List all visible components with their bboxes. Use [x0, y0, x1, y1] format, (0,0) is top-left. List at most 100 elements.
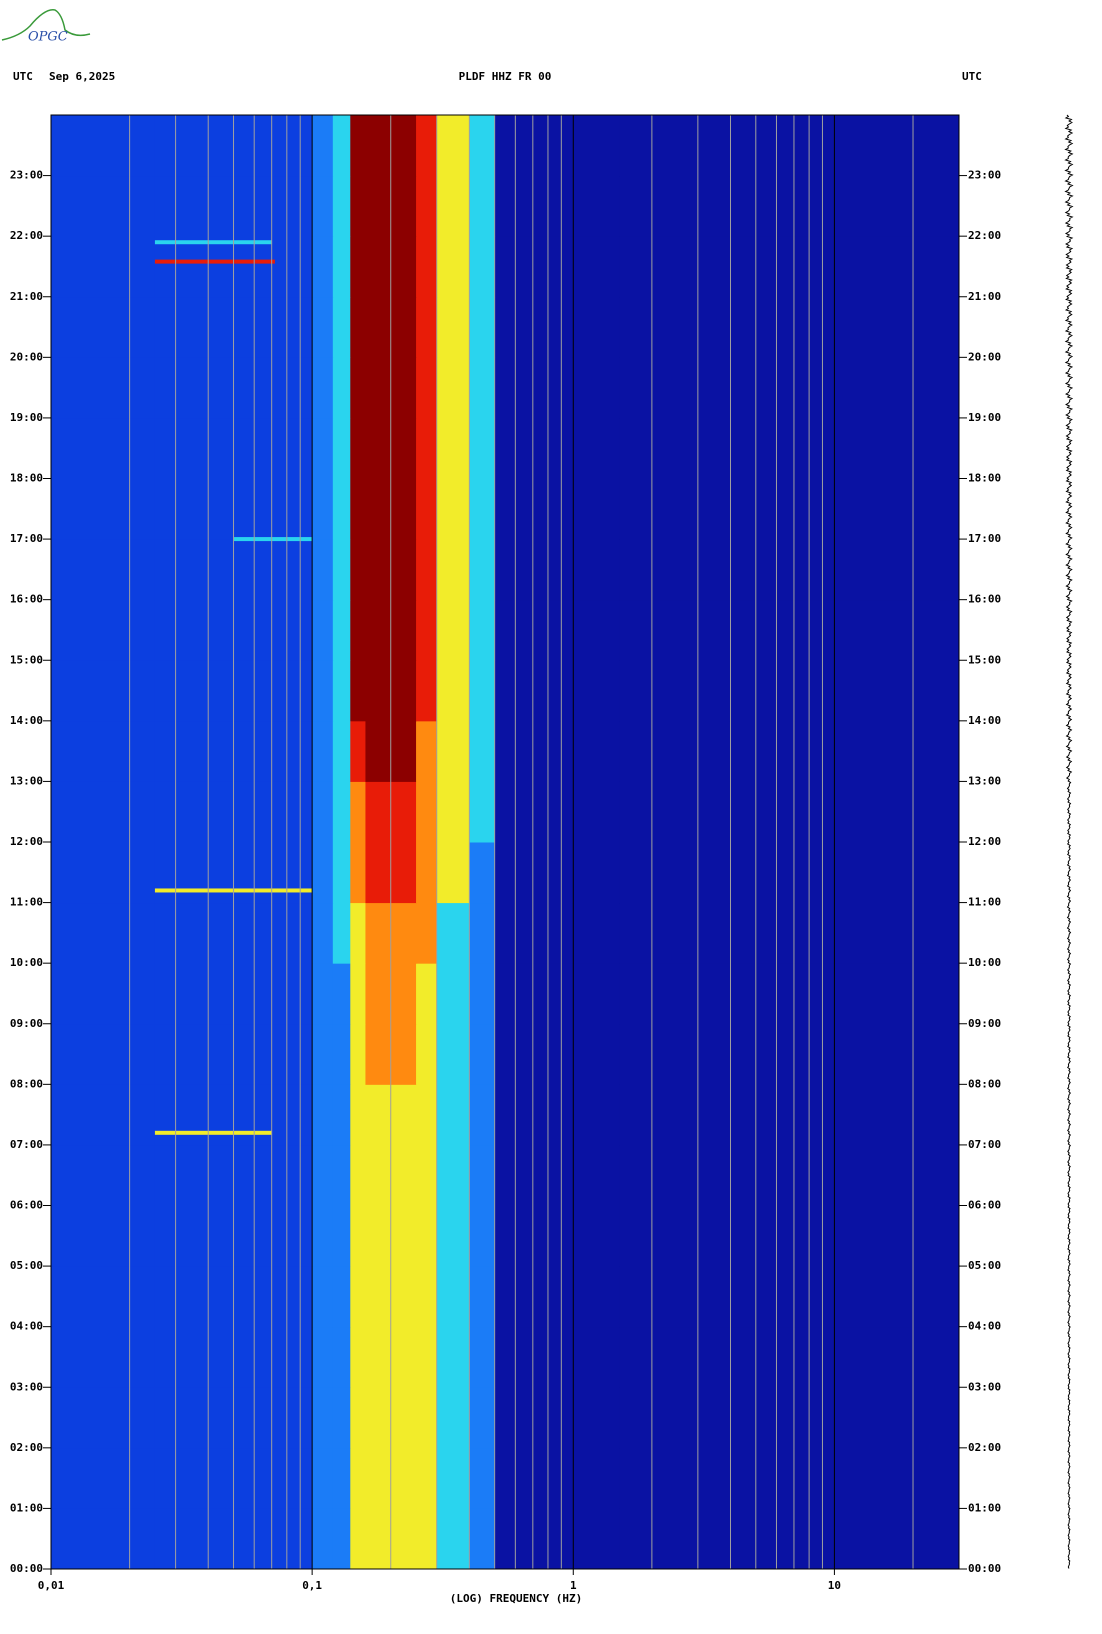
spectrogram-cell [469, 296, 496, 358]
spectrogram-cell [350, 599, 366, 661]
spectrogram-cell [312, 963, 334, 1025]
spectrogram-cell [619, 963, 960, 1025]
spectrogram-cell [469, 478, 496, 540]
spectrogram-cell [416, 296, 438, 358]
spectrogram-cell [271, 115, 313, 177]
spectrogram-cell [619, 478, 960, 540]
spectrogram-cell [271, 1023, 313, 1085]
spectrogram-cell [154, 1326, 273, 1388]
spectrogram-cell [271, 478, 313, 540]
spectrogram-cell [416, 357, 438, 419]
x-tick-label: 0,01 [38, 1579, 65, 1592]
y-tick-label: 17:00 [10, 532, 43, 545]
y-tick-label: 02:00 [10, 1441, 43, 1454]
spectrogram-cell [154, 781, 273, 843]
spectrogram-cell [494, 115, 620, 177]
spectrogram-cell [436, 539, 470, 601]
spectrogram-cell [416, 1084, 438, 1146]
spectrogram-cell [469, 417, 496, 479]
spectrogram-cell [332, 1144, 351, 1206]
spectrogram-cell [469, 1447, 496, 1509]
spectrogram-cell [271, 842, 313, 904]
spectrogram-cell [154, 1447, 273, 1509]
spectrogram-cell [494, 539, 620, 601]
spectrogram-cell [51, 417, 156, 479]
spectrogram-cell [416, 417, 438, 479]
x-axis-label: (LOG) FREQUENCY (HZ) [450, 1592, 582, 1605]
spectrogram-cell [312, 842, 334, 904]
y-tick-label: 07:00 [968, 1138, 1001, 1151]
header-station: PLDF HHZ FR 00 [459, 70, 552, 83]
spectrogram-cell [271, 1144, 313, 1206]
spectrogram-cell [619, 781, 960, 843]
event-streak [154, 259, 275, 264]
spectrogram-cell [51, 1084, 156, 1146]
y-tick-label: 14:00 [10, 714, 43, 727]
spectrogram-cell [416, 660, 438, 722]
y-tick-label: 15:00 [10, 653, 43, 666]
seismogram-trace [1064, 114, 1074, 1569]
spectrogram-cell [469, 720, 496, 782]
spectrogram-cell [469, 902, 496, 964]
spectrogram-cell [619, 296, 960, 358]
spectrogram-cell [271, 357, 313, 419]
spectrogram-cell [494, 1023, 620, 1085]
spectrogram-cell [350, 357, 366, 419]
spectrogram-cell [494, 1144, 620, 1206]
spectrogram-cell [332, 1084, 351, 1146]
spectrogram-cell [154, 963, 273, 1025]
spectrogram-cell [619, 1387, 960, 1449]
spectrogram-cell [271, 539, 313, 601]
y-tick-label: 13:00 [10, 774, 43, 787]
spectrogram-cell [436, 357, 470, 419]
spectrogram-cell [436, 115, 470, 177]
spectrogram-cell [494, 963, 620, 1025]
spectrogram-cell [469, 1266, 496, 1328]
spectrogram-cell [436, 175, 470, 237]
spectrogram-cell [51, 660, 156, 722]
spectrogram-cell [332, 963, 351, 1025]
spectrogram-cell [332, 539, 351, 601]
spectrogram-cell [154, 175, 273, 237]
spectrogram-cell [154, 720, 273, 782]
spectrogram-cell [51, 781, 156, 843]
spectrogram-cell [494, 1447, 620, 1509]
spectrogram-cell [51, 902, 156, 964]
spectrogram-cell [469, 963, 496, 1025]
spectrogram-cell [154, 660, 273, 722]
spectrogram-cell [469, 1205, 496, 1267]
spectrogram-cell [154, 236, 273, 298]
x-tick-label: 1 [570, 1579, 577, 1592]
y-tick-label: 06:00 [968, 1199, 1001, 1212]
y-tick-label: 05:00 [968, 1259, 1001, 1272]
spectrogram-cell [312, 781, 334, 843]
spectrogram-cell [469, 599, 496, 661]
y-tick-label: 16:00 [968, 593, 1001, 606]
spectrogram-cell [416, 599, 438, 661]
spectrogram-cell [350, 539, 366, 601]
spectrogram-cell [416, 1447, 438, 1509]
spectrogram-cell [494, 175, 620, 237]
spectrogram-cell [469, 842, 496, 904]
spectrogram-cell [51, 539, 156, 601]
spectrogram-cell [494, 781, 620, 843]
y-tick-label: 22:00 [10, 229, 43, 242]
spectrogram-cell [494, 296, 620, 358]
y-tick-label: 20:00 [968, 350, 1001, 363]
event-streak [233, 537, 313, 542]
spectrogram-cell [350, 478, 366, 540]
y-tick-label: 17:00 [968, 532, 1001, 545]
spectrogram-cell [312, 357, 334, 419]
spectrogram-cell [350, 1447, 366, 1509]
spectrogram-cell [312, 1447, 334, 1509]
spectrogram-cell [619, 1508, 960, 1570]
y-tick-label: 13:00 [968, 774, 1001, 787]
spectrogram-cell [332, 115, 351, 177]
spectrogram-cell [312, 236, 334, 298]
spectrogram-cell [619, 1326, 960, 1388]
spectrogram-cell [51, 357, 156, 419]
spectrogram-cell [619, 720, 960, 782]
y-tick-label: 15:00 [968, 653, 1001, 666]
spectrogram-cell [469, 781, 496, 843]
